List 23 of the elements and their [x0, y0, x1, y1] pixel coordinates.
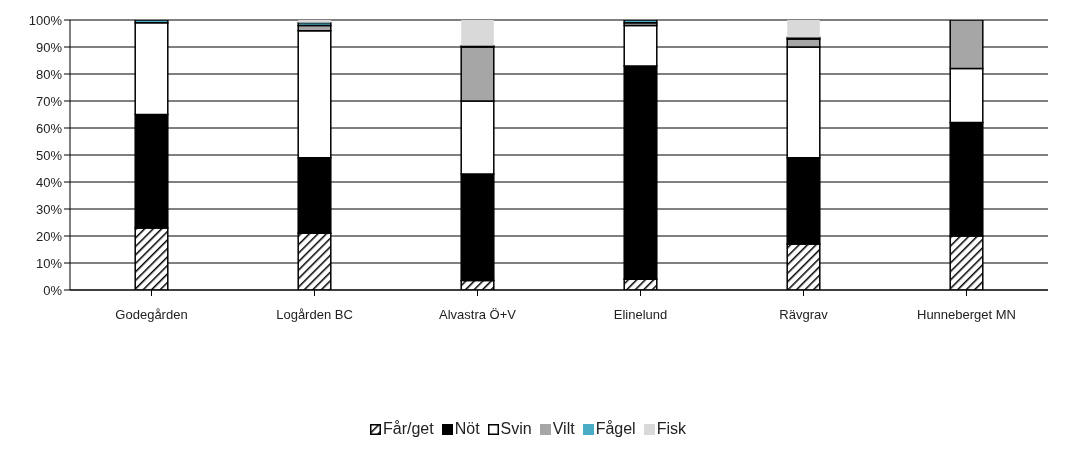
y-tick-label: 60% — [35, 120, 63, 136]
y-tick-label: 100% — [28, 12, 63, 28]
y-tick-label: 80% — [35, 66, 63, 82]
x-tick-label: Alvastra Ö+V — [439, 307, 517, 323]
y-tick-label: 0% — [43, 282, 63, 298]
y-tick-label: 50% — [35, 147, 63, 163]
legend-label: Fisk — [656, 420, 686, 438]
legend-label: Fågel — [595, 420, 636, 438]
y-tick-label: 40% — [35, 174, 63, 190]
x-tick-label: Hunneberget MN — [917, 307, 1016, 323]
x-tick-label: Elinelund — [613, 307, 668, 323]
x-tick-label: Godegården — [115, 307, 188, 323]
y-tick-label: 90% — [35, 39, 63, 55]
legend-label: Vilt — [552, 420, 575, 438]
legend-label: Svin — [500, 420, 532, 438]
legend-label: Nöt — [454, 420, 480, 438]
y-tick-label: 70% — [35, 93, 63, 109]
x-tick-label: Rävgrav — [779, 307, 829, 323]
x-tick-label: Logården BC — [276, 307, 353, 323]
y-tick-label: 20% — [35, 228, 63, 244]
y-tick-label: 10% — [35, 255, 63, 271]
legend-label: Får/get — [382, 420, 434, 438]
y-tick-label: 30% — [35, 201, 63, 217]
